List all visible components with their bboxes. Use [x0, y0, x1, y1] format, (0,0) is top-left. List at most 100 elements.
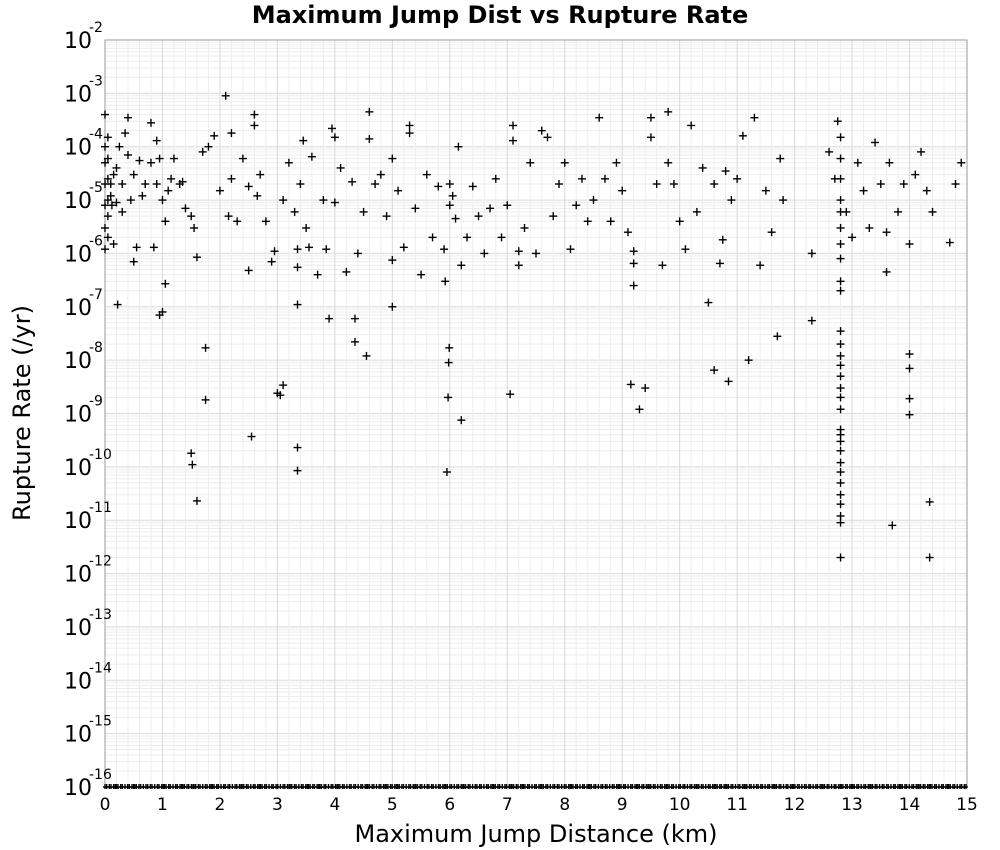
data-point: [350, 337, 359, 346]
floor-point: [378, 784, 383, 789]
data-point: [118, 180, 127, 189]
data-point: [155, 154, 164, 163]
data-point: [244, 182, 253, 191]
floor-point: [616, 784, 621, 789]
data-point: [503, 201, 512, 210]
floor-point: [927, 784, 932, 789]
data-point: [836, 372, 845, 381]
data-point: [441, 277, 450, 286]
y-tick-base: 10: [64, 723, 92, 748]
data-point: [756, 261, 765, 270]
data-point: [181, 204, 190, 213]
data-point: [836, 478, 845, 487]
floor-point: [742, 784, 747, 789]
data-point: [807, 316, 816, 325]
data-point: [457, 261, 466, 270]
y-tick-label: 10-6: [64, 233, 103, 267]
data-point: [951, 180, 960, 189]
data-point: [721, 167, 730, 176]
floor-point: [127, 784, 132, 789]
floor-point: [301, 784, 306, 789]
floor-point: [737, 784, 742, 789]
floor-point: [563, 784, 568, 789]
data-point: [101, 110, 109, 119]
floor-point: [600, 784, 605, 789]
y-tick-base: 10: [64, 563, 92, 588]
floor-point: [412, 784, 417, 789]
data-point: [744, 356, 753, 365]
y-tick-label: 10-15: [64, 714, 112, 748]
floor-point: [120, 784, 125, 789]
data-point: [842, 207, 851, 216]
floor-point: [508, 784, 513, 789]
data-point: [514, 247, 523, 256]
y-axis-label: Rupture Rate (/yr): [8, 305, 36, 521]
data-point: [836, 437, 845, 446]
floor-point: [701, 784, 706, 789]
data-point: [146, 158, 155, 167]
data-point: [253, 191, 262, 200]
data-point: [554, 180, 563, 189]
data-point: [876, 180, 885, 189]
floor-point: [815, 784, 820, 789]
data-point: [293, 245, 302, 254]
data-point: [113, 300, 122, 309]
floor-point: [952, 784, 957, 789]
data-point: [394, 186, 403, 195]
floor-point: [349, 784, 354, 789]
floor-point: [246, 784, 251, 789]
floor-point: [785, 784, 790, 789]
y-tick-exponent: -15: [89, 714, 112, 730]
data-point: [187, 449, 196, 458]
data-point: [422, 170, 431, 179]
data-point: [167, 174, 176, 183]
floor-point: [556, 784, 561, 789]
floor-point: [730, 784, 735, 789]
data-point: [549, 212, 558, 221]
data-point: [885, 158, 894, 167]
y-tick-exponent: -2: [89, 20, 103, 36]
y-tick-label: 10-2: [64, 20, 103, 54]
floor-point: [156, 784, 161, 789]
data-point: [606, 217, 615, 226]
y-tick-base: 10: [64, 776, 92, 801]
data-point: [107, 201, 116, 210]
floor-point: [538, 784, 543, 789]
floor-point: [253, 784, 258, 789]
floor-point: [335, 784, 340, 789]
data-point: [188, 460, 197, 469]
floor-point: [552, 784, 557, 789]
data-point: [101, 245, 109, 254]
floor-point: [534, 784, 539, 789]
floor-point: [223, 784, 228, 789]
data-point: [270, 247, 279, 256]
data-point: [440, 245, 449, 254]
data-point: [227, 129, 236, 138]
y-tick-label: 10-12: [64, 554, 112, 588]
floor-point: [364, 784, 369, 789]
data-point: [161, 279, 170, 288]
data-point: [669, 180, 678, 189]
data-point: [454, 142, 463, 151]
data-point: [687, 121, 696, 130]
data-point: [158, 196, 167, 205]
floor-point: [442, 784, 447, 789]
data-point: [612, 158, 621, 167]
floor-point: [826, 784, 831, 789]
data-point: [405, 129, 414, 138]
floor-point: [874, 784, 879, 789]
data-point: [307, 152, 316, 161]
x-tick-label: 3: [272, 795, 283, 815]
data-point: [330, 133, 339, 142]
data-point: [836, 286, 845, 295]
data-point: [776, 154, 785, 163]
data-point: [715, 259, 724, 268]
data-point: [888, 521, 897, 530]
floor-point: [408, 784, 413, 789]
data-point: [238, 154, 247, 163]
floor-point: [678, 784, 683, 789]
floor-point: [394, 784, 399, 789]
data-point: [911, 170, 920, 179]
data-point: [187, 212, 196, 221]
